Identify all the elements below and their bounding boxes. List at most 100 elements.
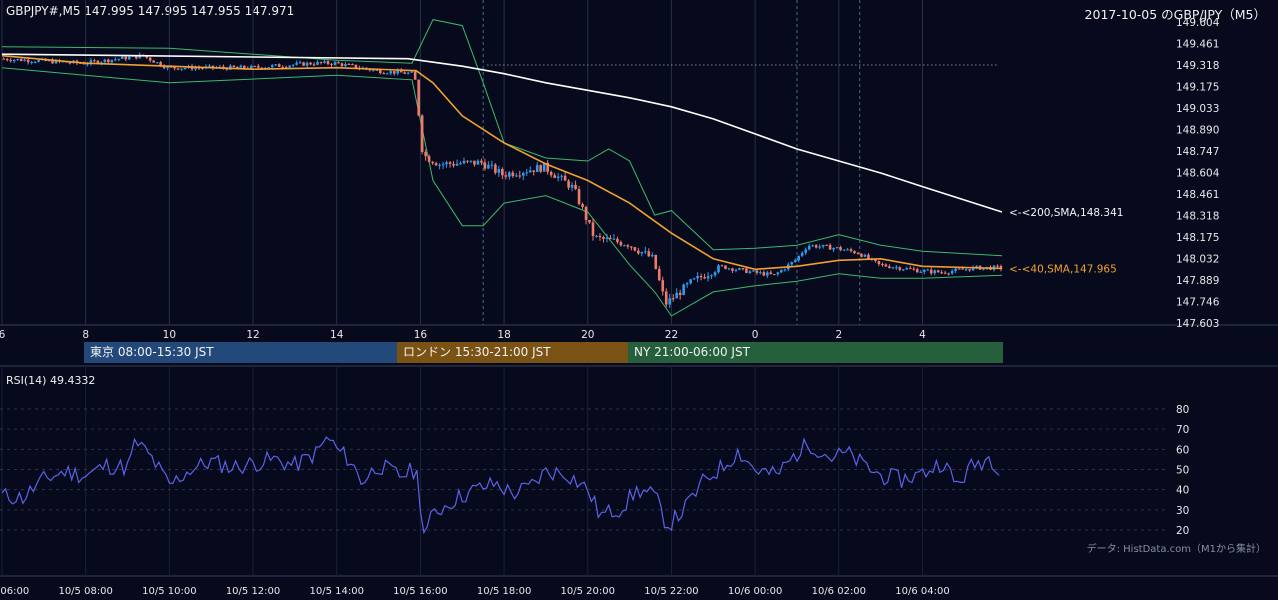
candle-body [431, 161, 434, 164]
candle-body [410, 71, 413, 73]
candle-body [2, 58, 6, 60]
candle-body [399, 70, 403, 73]
candle-body [769, 272, 773, 275]
candle-body [685, 283, 689, 285]
candle-body [379, 70, 382, 74]
sma200-line [1, 53, 1003, 213]
candle-body [396, 70, 400, 74]
candle-body [298, 62, 302, 64]
candle-body [745, 268, 748, 273]
hour-tick-label: 16 [414, 329, 428, 341]
candle-body [434, 163, 438, 166]
candle-body [521, 172, 525, 176]
candle-body [508, 172, 511, 177]
candle-body [152, 60, 155, 63]
candle-body [183, 67, 187, 69]
date-tick-label: 10/5 06:00 [0, 586, 29, 597]
candle-body [832, 248, 835, 250]
candle-body [905, 268, 909, 270]
candle-body [260, 67, 264, 69]
hour-tick-label: 2 [835, 329, 842, 341]
candle-body [804, 249, 807, 253]
sma200-annotation: <-<200,SMA,148.341 [1009, 207, 1123, 219]
candle-body [752, 270, 755, 272]
candle-body [19, 58, 23, 61]
candle-body [340, 63, 344, 67]
bollinger-lower [1, 67, 1003, 317]
candle-body [650, 254, 654, 257]
candle-body [232, 65, 236, 67]
candle-body [542, 162, 546, 172]
rsi-line [1, 436, 1000, 535]
candle-body [243, 65, 246, 69]
candle-body [574, 184, 577, 190]
candle-body [54, 60, 58, 64]
candle-body [382, 73, 386, 75]
candle-body [668, 298, 672, 305]
session-ny-label: NY 21:00-06:00 JST [634, 345, 750, 359]
candle-body [856, 253, 860, 255]
candle-body [933, 270, 937, 274]
candle-body [16, 58, 19, 60]
candle-body [821, 244, 825, 247]
candle-body [194, 67, 197, 70]
candle-body [319, 61, 323, 63]
rsi-label: RSI(14) 49.4332 [6, 374, 96, 387]
hour-tick-label: 18 [497, 329, 510, 341]
candle-body [473, 160, 476, 165]
candle-body [176, 68, 180, 70]
price-tick-label: 149.604 [1176, 17, 1220, 29]
candle-body [940, 272, 943, 274]
candle-body [612, 238, 616, 240]
price-tick-label: 148.318 [1176, 210, 1219, 222]
candle-body [619, 242, 623, 246]
candle-body [274, 64, 278, 66]
candle-body [902, 269, 905, 271]
candle-body [748, 271, 752, 273]
candle-body [68, 62, 72, 64]
candle-body [950, 270, 954, 274]
candle-body [678, 292, 682, 296]
candle-body [277, 64, 281, 67]
candle-body [169, 66, 173, 68]
date-tick-label: 10/5 22:00 [644, 586, 698, 597]
session-ny: NY 21:00-06:00 JST [628, 342, 1003, 363]
price-tick-label: 149.461 [1176, 39, 1219, 51]
candle-body [448, 162, 452, 164]
candle-body [926, 269, 930, 271]
candle-body [459, 163, 462, 165]
candle-body [211, 65, 215, 68]
candle-body [427, 156, 431, 162]
candle-body [919, 271, 923, 273]
session-london: ロンドン 15:30-21:00 JST [397, 342, 628, 363]
candle-body [469, 160, 473, 162]
candle-body [497, 169, 501, 173]
candle-body [867, 254, 870, 259]
candle-body [197, 67, 201, 69]
candle-body [877, 260, 881, 265]
candle-body [961, 268, 964, 270]
candle-body [539, 165, 543, 172]
price-tick-label: 148.461 [1176, 189, 1219, 201]
candle-body [720, 265, 724, 267]
candle-body [811, 245, 814, 247]
candle-body [511, 172, 515, 177]
candle-body [148, 57, 152, 61]
hour-tick-label: 8 [82, 329, 89, 341]
chart-title: 2017-10-05 のGBP/JPY（M5） [1084, 7, 1266, 22]
candle-body [487, 164, 490, 169]
candle-body [103, 59, 107, 63]
candle-body [807, 245, 811, 250]
candle-body [947, 273, 950, 275]
candle-body [96, 60, 100, 64]
candle-body [236, 66, 239, 68]
candle-body [563, 175, 567, 181]
candle-body [759, 272, 762, 274]
candle-body [455, 163, 459, 166]
candle-body [773, 274, 776, 276]
candle-body [598, 235, 602, 237]
candle-body [996, 265, 999, 267]
candle-body [480, 160, 483, 163]
candle-body [884, 264, 888, 267]
candle-body [546, 162, 549, 172]
